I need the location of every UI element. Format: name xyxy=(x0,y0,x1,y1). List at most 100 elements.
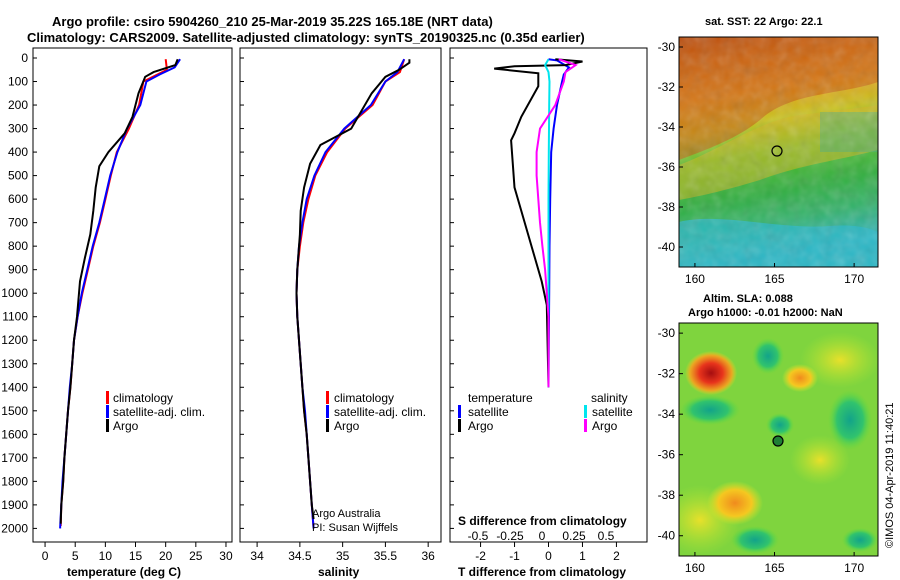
sla-map-title-line1: Altim. SLA: 0.088 xyxy=(703,293,793,305)
legend-label-climatology: climatology xyxy=(113,391,173,405)
depth-tick-label: 100 xyxy=(8,75,28,89)
x-tick-label: 1 xyxy=(579,549,586,563)
depth-tick-label: 900 xyxy=(8,263,28,277)
legend-swatch-satellite xyxy=(326,405,329,418)
sla-cool-anomaly xyxy=(731,526,779,554)
legend-swatch-s-argo xyxy=(584,419,587,432)
depth-tick-label: 500 xyxy=(8,169,28,183)
x-tick-label: 34 xyxy=(250,549,264,563)
depth-tick-label: 1100 xyxy=(2,310,28,324)
map-x-tick-label: 165 xyxy=(765,272,785,286)
legend-swatch-climatology xyxy=(106,391,109,404)
x-tick-label: 35.5 xyxy=(374,549,398,563)
depth-tick-label: 800 xyxy=(8,239,28,253)
map-x-tick-label: 170 xyxy=(844,272,864,286)
series-line-salinity-argo xyxy=(535,58,578,388)
t-difference-axis-label: T difference from climatology xyxy=(458,565,626,579)
temperature-panel-frame xyxy=(32,47,233,543)
map-y-tick-label: -38 xyxy=(658,488,676,502)
sst-map-axes: 160 165 170 -30 -32 -34 -36 -38 -40 xyxy=(658,40,865,286)
sla-yellow-patch xyxy=(790,435,850,485)
map-y-tick-label: -40 xyxy=(658,529,676,543)
depth-tick-label: 1900 xyxy=(1,498,28,512)
x-tick-label: 0 xyxy=(545,549,552,563)
x-tick-label: 15 xyxy=(129,549,143,563)
series-line-argo xyxy=(59,58,179,524)
map-y-tick-label: -30 xyxy=(658,40,676,54)
sla-cool-anomaly xyxy=(828,390,872,450)
sla-map xyxy=(679,323,878,556)
depth-tick-label: 0 xyxy=(21,51,28,65)
x-tick-label: 2 xyxy=(613,549,620,563)
series-line-climatology xyxy=(59,59,168,527)
sst-float-marker xyxy=(771,145,783,157)
map-y-tick-label: -36 xyxy=(658,160,676,174)
sla-orange-anomaly xyxy=(707,481,763,525)
credit-line2: PI: Susan Wijffels xyxy=(312,522,398,534)
sla-map-axes: 160 165 170 -30 -32 -34 -36 -38 -40 xyxy=(658,326,865,575)
legend-title-salinity: salinity xyxy=(591,391,628,405)
salinity-panel-frame xyxy=(239,47,442,543)
x-tick-label: 30 xyxy=(219,549,233,563)
depth-tick-label: 1000 xyxy=(1,286,28,300)
x-tick-label: 34.5 xyxy=(288,549,312,563)
depth-tick-label: 2000 xyxy=(1,521,28,535)
s-difference-axis-label: S difference from climatology xyxy=(458,514,627,528)
legend-swatch-argo xyxy=(106,419,109,432)
depth-tick-label: 1300 xyxy=(1,357,28,371)
map-y-tick-label: -36 xyxy=(658,448,676,462)
map-x-tick-label: 160 xyxy=(685,272,705,286)
map-x-tick-label: 170 xyxy=(844,561,864,575)
sla-cool-anomaly xyxy=(842,528,878,552)
depth-tick-label: 200 xyxy=(8,98,28,112)
depth-tick-label: 700 xyxy=(8,216,28,230)
sla-yellow-patch xyxy=(800,332,878,388)
depth-tick-label: 1500 xyxy=(1,404,28,418)
sla-map-frame xyxy=(678,322,879,557)
sla-float-marker xyxy=(772,435,784,447)
map-y-tick-label: -38 xyxy=(658,200,676,214)
map-x-tick-label: 160 xyxy=(685,561,705,575)
sla-cool-anomaly xyxy=(680,395,740,425)
legend-label-argo: Argo xyxy=(113,419,139,433)
sla-map-title-line2: Argo h1000: -0.01 h2000: NaN xyxy=(688,307,843,319)
x-tick-label: 5 xyxy=(72,549,79,563)
legend-label-satellite: satellite-adj. clim. xyxy=(334,405,426,419)
legend-swatch-satellite xyxy=(106,405,109,418)
sla-orange-anomaly xyxy=(782,364,818,392)
map-y-tick-label: -32 xyxy=(658,367,676,381)
series-line-temperature-satellite xyxy=(547,58,571,388)
map-y-tick-label: -34 xyxy=(658,407,676,421)
credit-line1: Argo Australia xyxy=(312,508,381,520)
legend-label-satellite: satellite-adj. clim. xyxy=(113,405,205,419)
depth-tick-label: 600 xyxy=(8,192,28,206)
x-tick-label: -1 xyxy=(509,549,520,563)
map-x-tick-label: 165 xyxy=(765,561,785,575)
s-diff-tick-label: -0.25 xyxy=(496,529,524,543)
legend-label-s-argo: Argo xyxy=(592,419,618,433)
depth-tick-label: 1800 xyxy=(1,474,28,488)
map-y-tick-label: -34 xyxy=(658,120,676,134)
x-tick-label: 10 xyxy=(99,549,113,563)
x-tick-label: 20 xyxy=(159,549,173,563)
depth-tick-label: 1400 xyxy=(1,380,28,394)
x-tick-label: -2 xyxy=(475,549,486,563)
sst-map-title: sat. SST: 22 Argo: 22.1 xyxy=(705,16,823,28)
map-y-tick-label: -40 xyxy=(658,240,676,254)
figure-title-line2: Climatology: CARS2009. Satellite-adjuste… xyxy=(27,30,585,45)
salinity-series-group xyxy=(295,58,411,529)
x-axis-ticks: 0 5 10 15 20 25 30 34 34.5 35 35.5 36 -2 -1 0 1 2 -0.5 -0.… xyxy=(33,57,620,563)
depth-tick-label: 1600 xyxy=(1,427,28,441)
series-line-salinity-satellite xyxy=(543,58,551,388)
legend-label-s-satellite: satellite xyxy=(592,405,633,419)
map-y-tick-label: -32 xyxy=(658,80,676,94)
temperature-legend: climatology satellite-adj. clim. Argo xyxy=(106,391,205,433)
x-tick-label: 36 xyxy=(421,549,435,563)
difference-series-group xyxy=(494,58,583,388)
depth-tick-label: 300 xyxy=(8,122,28,136)
s-diff-tick-label: 0 xyxy=(539,529,546,543)
difference-legend: temperature salinity satellite Argo sate… xyxy=(458,391,633,433)
s-diff-tick-label: 0.25 xyxy=(562,529,586,543)
legend-label-t-argo: Argo xyxy=(468,419,494,433)
